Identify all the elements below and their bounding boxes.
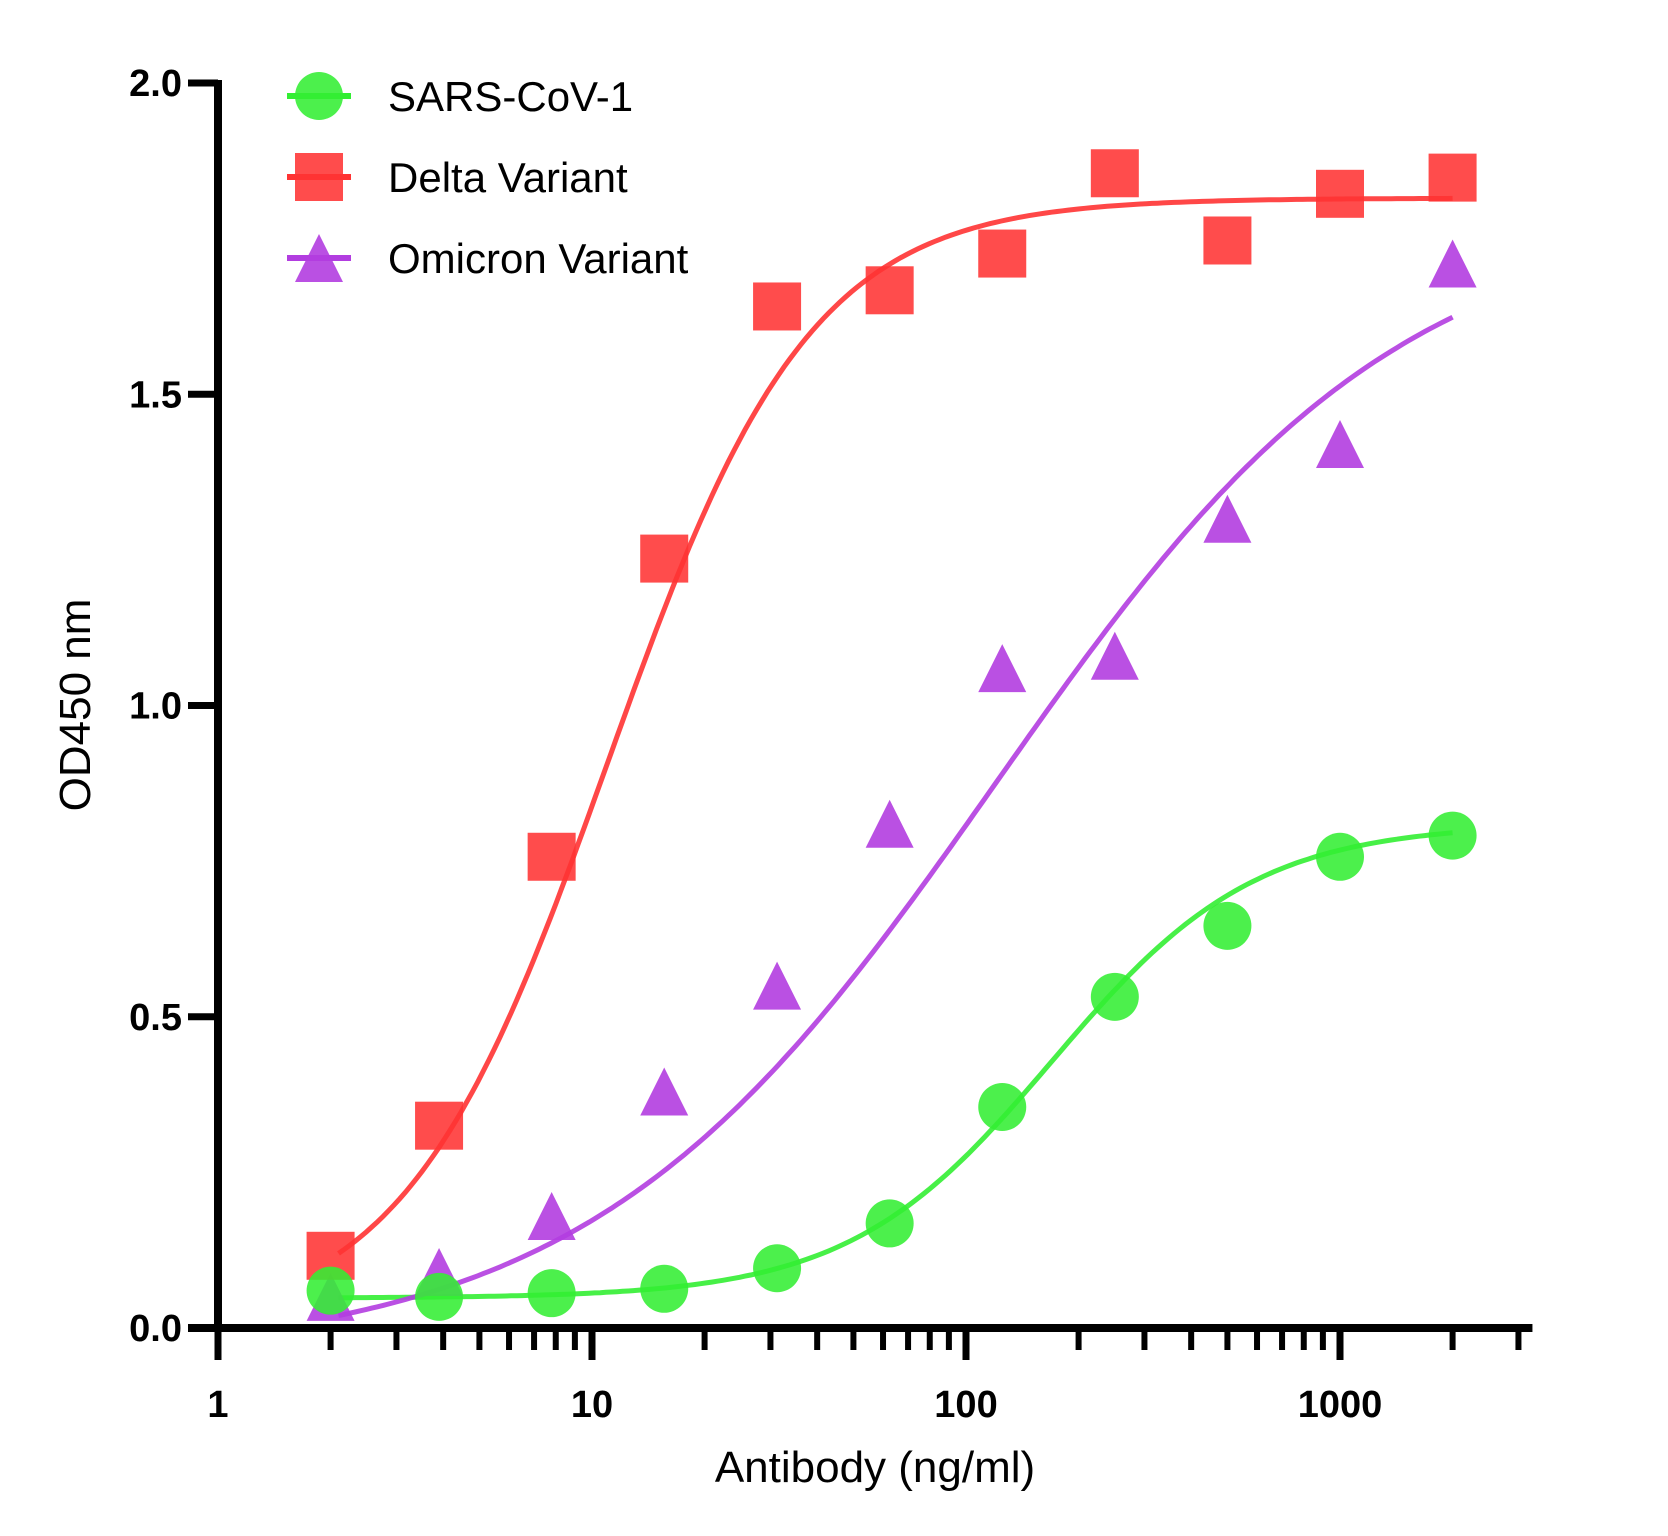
x-tick-label: 10 bbox=[571, 1384, 613, 1426]
data-point bbox=[1203, 494, 1252, 543]
data-point bbox=[978, 1083, 1027, 1132]
fit-curves bbox=[337, 195, 1454, 1319]
data-point bbox=[527, 832, 576, 881]
data-point bbox=[753, 282, 802, 331]
legend-label: SARS-CoV-1 bbox=[388, 73, 633, 120]
data-point bbox=[640, 1067, 689, 1116]
data-point bbox=[865, 799, 914, 848]
x-tick-label: 1 bbox=[207, 1384, 228, 1426]
data-point bbox=[1316, 169, 1364, 218]
data-point bbox=[640, 534, 689, 583]
axes: 0.0 0.5 1.0 1.5 2.0 1 10 100 1000 bbox=[129, 63, 1533, 1426]
y-tick-label: 0.0 bbox=[129, 1308, 182, 1350]
data-point bbox=[415, 1101, 464, 1150]
x-tick-label: 1000 bbox=[1298, 1384, 1383, 1426]
data-point bbox=[1203, 216, 1252, 265]
legend-marker bbox=[295, 234, 343, 282]
y-tick-label: 0.5 bbox=[129, 997, 182, 1039]
y-tick-label: 1.0 bbox=[129, 686, 182, 728]
data-point bbox=[978, 229, 1027, 278]
data-point bbox=[1090, 972, 1139, 1021]
y-tick-label: 2.0 bbox=[129, 63, 182, 105]
x-axis-title: Antibody (ng/ml) bbox=[715, 1443, 1035, 1492]
data-point bbox=[1316, 420, 1364, 469]
legend: SARS-CoV-1 Delta Variant Omicron Variant bbox=[287, 72, 689, 282]
legend-label: Omicron Variant bbox=[388, 235, 689, 282]
data-point bbox=[415, 1272, 464, 1321]
fit-curve-1 bbox=[337, 195, 1453, 1256]
y-axis-title: OD450 nm bbox=[51, 599, 100, 812]
y-tick-label: 1.5 bbox=[129, 374, 182, 416]
legend-marker bbox=[295, 72, 343, 120]
x-tick-label: 100 bbox=[934, 1384, 997, 1426]
data-point bbox=[753, 961, 802, 1010]
data-points bbox=[306, 149, 1477, 1321]
data-point bbox=[1428, 153, 1477, 202]
data-point bbox=[1316, 832, 1364, 881]
legend-label: Delta Variant bbox=[388, 154, 628, 201]
data-point bbox=[978, 644, 1027, 693]
data-point bbox=[753, 1244, 802, 1293]
data-point bbox=[1428, 811, 1477, 860]
data-point bbox=[640, 1264, 689, 1313]
data-point bbox=[865, 1199, 914, 1248]
data-point bbox=[865, 266, 914, 315]
legend-marker bbox=[295, 153, 343, 201]
fit-curve-2 bbox=[337, 314, 1454, 1319]
data-point bbox=[527, 1269, 576, 1318]
data-point bbox=[1090, 631, 1139, 680]
data-point bbox=[1090, 149, 1139, 198]
data-point bbox=[1428, 239, 1477, 288]
data-point bbox=[527, 1191, 576, 1240]
data-point bbox=[306, 1266, 355, 1315]
data-point bbox=[1203, 901, 1252, 950]
